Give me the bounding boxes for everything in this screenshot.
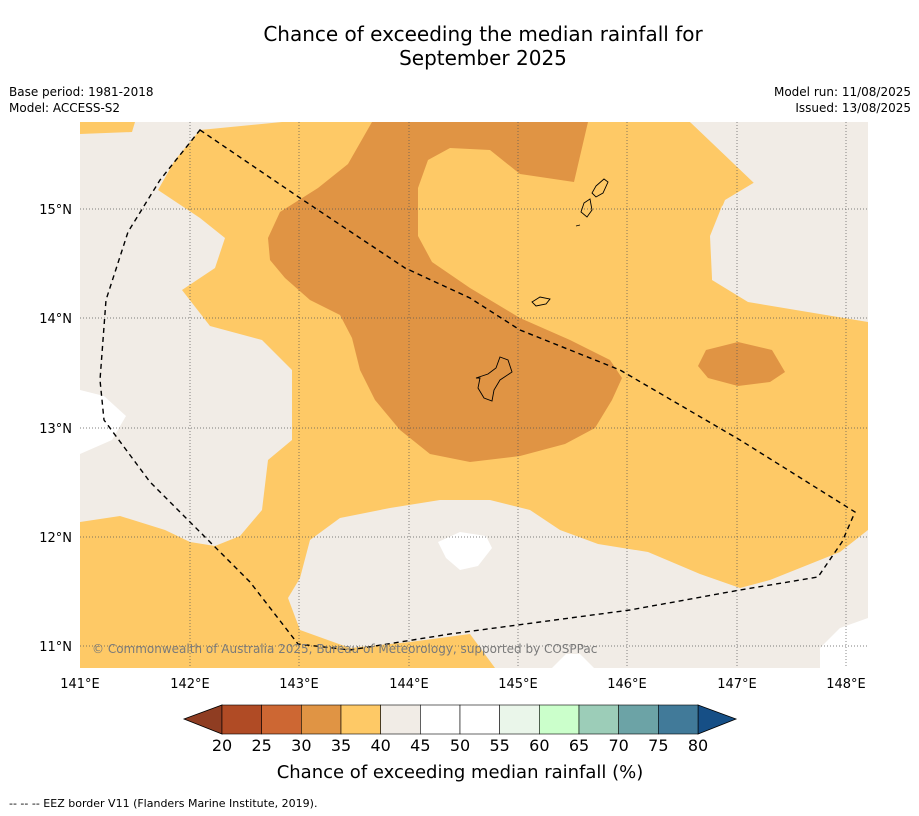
colorbar-over-triangle	[697, 704, 738, 735]
title-line-1: Chance of exceeding the median rainfall …	[263, 22, 703, 46]
lon-tick-146: 146°E	[607, 677, 647, 692]
colorbar-tick-label: 35	[331, 736, 351, 755]
lat-tick-12: 12°N	[39, 531, 72, 546]
colorbar-tick-label: 50	[450, 736, 470, 755]
lat-tick-14: 14°N	[39, 312, 72, 327]
island-saipan	[591, 178, 609, 198]
lat-tick-13: 13°N	[39, 422, 72, 437]
colorbar-tick-label: 55	[489, 736, 509, 755]
map-title: Chance of exceeding the median rainfall …	[0, 22, 919, 70]
attribution-text: © Commonwealth of Australia 2025, Bureau…	[92, 642, 597, 656]
colorbar-cell	[539, 704, 580, 735]
colorbar-cell	[618, 704, 659, 735]
model-text: Model: ACCESS-S2	[9, 101, 121, 115]
colorbar-cell	[380, 704, 421, 735]
eez-footer-note: -- -- -- EEZ border V11 (Flanders Marine…	[9, 797, 318, 810]
colorbar-tick-label: 25	[251, 736, 271, 755]
eez-border	[99, 129, 856, 651]
colorbar-cell	[499, 704, 540, 735]
map-area	[80, 122, 868, 668]
base-period-text: Base period: 1981-2018	[9, 85, 154, 99]
region-35-40-topleft	[80, 122, 135, 134]
colorbar-label: Chance of exceeding median rainfall (%)	[277, 762, 644, 783]
island-guam	[475, 356, 513, 402]
lat-tick-labels: 15°N 14°N 13°N 12°N 11°N	[39, 203, 72, 655]
island-tinian	[580, 198, 593, 218]
colorbar: 20 25 30 35 40 45 50 55 60 65 70 75 80 Chance of exc…	[182, 704, 738, 783]
region-30-35-east	[698, 342, 785, 386]
colorbar-tick-label: 20	[212, 736, 232, 755]
gridlines	[80, 122, 868, 668]
region-45-50-c	[820, 618, 868, 668]
colorbar-tick-label: 40	[370, 736, 390, 755]
colorbar-cell	[340, 704, 381, 735]
lat-tick-11: 11°N	[39, 640, 72, 655]
colorbar-tick-labels: 20 25 30 35 40 45 50 55 60 65 70 75 80	[212, 736, 708, 755]
colorbar-tick-label: 65	[569, 736, 589, 755]
colorbar-cell	[658, 704, 699, 735]
lon-tick-142: 142°E	[170, 677, 210, 692]
colorbar-cell	[221, 704, 262, 735]
colorbar-tick-label: 75	[648, 736, 668, 755]
meta-right: Model run: 11/08/2025 Issued: 13/08/2025	[774, 84, 911, 116]
lon-tick-144: 144°E	[389, 677, 429, 692]
lon-tick-143: 143°E	[279, 677, 319, 692]
colorbar-tick-label: 80	[688, 736, 708, 755]
region-40-45-right	[690, 122, 868, 318]
region-45-50-a	[438, 532, 492, 570]
region-45-50-b	[80, 390, 126, 454]
model-run-text: Model run: 11/08/2025	[773, 85, 911, 99]
colorbar-cell	[261, 704, 302, 735]
issued-text: Issued: 13/08/2025	[795, 101, 911, 115]
colorbar-cell	[301, 704, 342, 735]
lon-tick-141: 141°E	[60, 677, 100, 692]
colorbar-tick-label: 45	[410, 736, 430, 755]
region-30-35-main	[268, 122, 622, 462]
lon-tick-145: 145°E	[498, 677, 538, 692]
colorbar-tick-label: 30	[291, 736, 311, 755]
lon-tick-147: 147°E	[717, 677, 757, 692]
colorbar-cells	[221, 704, 699, 735]
title-line-2: September 2025	[399, 46, 567, 70]
colorbar-tick-label: 60	[529, 736, 549, 755]
island-rota	[531, 296, 551, 307]
colorbar-cell	[420, 704, 461, 735]
colorbar-tick-label: 70	[608, 736, 628, 755]
lon-tick-148: 148°E	[826, 677, 866, 692]
meta-left: Base period: 1981-2018 Model: ACCESS-S2	[9, 84, 154, 116]
colorbar-cell	[459, 704, 500, 735]
lon-tick-labels: 141°E 142°E 143°E 144°E 145°E 146°E 147°…	[60, 677, 866, 692]
lat-tick-15: 15°N	[39, 203, 72, 218]
island-aguijan	[575, 224, 581, 227]
region-45-50-d	[552, 654, 594, 668]
colorbar-cell	[578, 704, 619, 735]
colorbar-under-triangle	[182, 704, 223, 735]
